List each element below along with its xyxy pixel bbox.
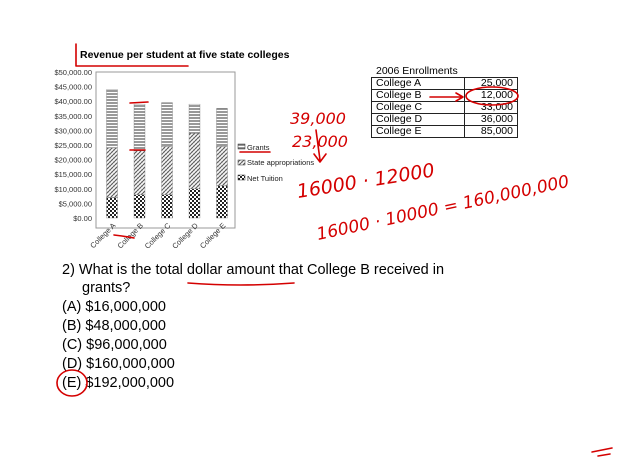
college-name: College E <box>371 125 465 138</box>
y-tick-label: $0.00 <box>73 214 92 223</box>
bar-state-appropriations <box>106 147 118 198</box>
y-tick-label: $5,000.00 <box>59 199 92 208</box>
bar-net-tuition <box>133 194 146 219</box>
option-c[interactable]: (C) $96,000,000 <box>62 337 167 353</box>
y-tick-label: $50,000.00 <box>54 68 92 77</box>
college-name: College D <box>371 113 465 126</box>
enrollment-value: 36,000 <box>464 113 518 126</box>
bar-net-tuition <box>161 194 173 219</box>
bar-state-appropriations <box>216 146 228 187</box>
bar-state-appropriations <box>161 146 173 195</box>
bar-net-tuition <box>188 188 201 219</box>
legend-label-tuition: Net Tuition <box>247 174 283 183</box>
option-d[interactable]: (D) $160,000,000 <box>62 356 175 372</box>
table-row: College E 85,000 <box>371 125 518 138</box>
enrollments-title: 2006 Enrollments <box>376 65 458 77</box>
enrollment-value: 25,000 <box>464 77 518 90</box>
bar-grants <box>216 108 228 147</box>
x-tick-label: College B <box>116 221 145 250</box>
bar-grants <box>161 102 173 147</box>
legend-swatch-grants <box>237 143 246 150</box>
x-tick-label: College D <box>170 221 200 251</box>
bar-grants <box>133 103 146 151</box>
bar-state-appropriations <box>133 150 146 195</box>
y-tick-label: $15,000.00 <box>54 170 92 179</box>
y-tick-label: $30,000.00 <box>54 126 92 135</box>
enrollment-value: 12,000 <box>464 89 518 102</box>
option-b[interactable]: (B) $48,000,000 <box>62 318 166 334</box>
table-row: College C 33,000 <box>371 101 518 114</box>
x-tick-label: College A <box>88 221 117 250</box>
y-tick-label: $40,000.00 <box>54 97 92 106</box>
bar-net-tuition <box>106 197 118 219</box>
legend-label-state: State appropriations <box>247 158 315 167</box>
enrollment-value: 33,000 <box>464 101 518 114</box>
bar-net-tuition <box>216 185 228 219</box>
legend-label-grants: Grants <box>247 143 270 152</box>
plot-area-frame <box>95 71 236 229</box>
question-line-2: grants? <box>82 280 131 296</box>
bar-grants <box>106 89 118 149</box>
question-line-1: 2) What is the total dollar amount that … <box>62 262 445 278</box>
table-row: College B 12,000 <box>371 89 518 102</box>
enrollment-value: 85,000 <box>464 125 518 138</box>
y-tick-label: $35,000.00 <box>54 112 92 121</box>
table-row: College A 25,000 <box>371 77 518 90</box>
x-tick-label: College C <box>143 221 173 251</box>
college-name: College A <box>371 77 465 90</box>
enrollments-table: College A 25,000 College B 12,000 College … <box>371 77 518 138</box>
y-tick-label: $10,000.00 <box>54 185 92 194</box>
option-a[interactable]: (A) $16,000,000 <box>62 299 166 315</box>
y-tick-label: $20,000.00 <box>54 156 92 165</box>
table-row: College D 36,000 <box>371 113 518 126</box>
option-e[interactable]: (E) $192,000,000 <box>62 375 175 391</box>
bar-grants <box>188 103 201 134</box>
legend-swatch-state <box>237 159 246 166</box>
x-tick-label: College E <box>198 221 227 250</box>
y-tick-label: $25,000.00 <box>54 141 92 150</box>
college-name: College C <box>371 101 465 114</box>
bar-state-appropriations <box>188 133 201 189</box>
college-name: College B <box>371 89 465 102</box>
y-tick-label: $45,000.00 <box>54 83 92 92</box>
legend-swatch-tuition <box>237 174 246 181</box>
